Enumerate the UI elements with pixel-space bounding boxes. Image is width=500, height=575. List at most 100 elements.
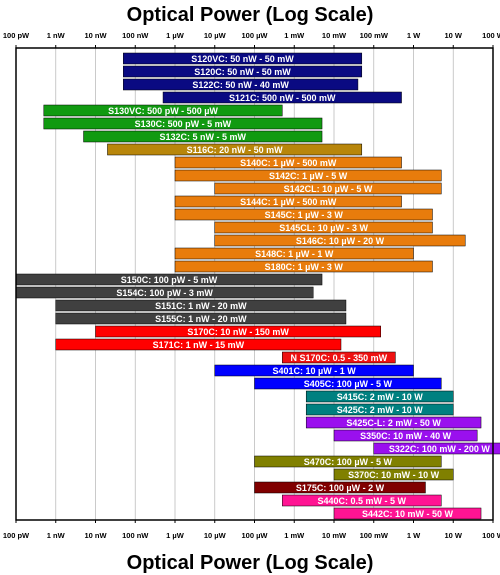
sensor-range-bar: S142C: 1 µW - 5 W [174, 169, 442, 182]
bar-rect [333, 507, 482, 520]
bar-label: S116C: 20 nW - 50 mW [187, 145, 284, 155]
bar-rect [95, 325, 381, 338]
bar-label: S132C: 5 nW - 5 mW [160, 132, 247, 142]
sensor-range-bar: S170C: 10 nW - 150 mW [95, 325, 381, 338]
bar-label: S175C: 100 µW - 2 W [296, 483, 385, 493]
bar-label: S154C: 100 pW - 3 mW [116, 288, 213, 298]
sensor-range-bar: S350C: 10 mW - 40 W [333, 429, 478, 442]
bar-label: S122C: 50 nW - 40 mW [192, 80, 289, 90]
bar-label: S140C: 1 µW - 500 mW [240, 158, 337, 168]
bar-rect [174, 208, 433, 221]
bar-rect [254, 377, 442, 390]
chart-title-top: Optical Power (Log Scale) [127, 4, 374, 26]
bar-rect [282, 351, 396, 364]
x-tick-label-bottom: 1 nW [47, 531, 66, 540]
bar-rect [174, 169, 442, 182]
sensor-range-bar: S116C: 20 nW - 50 mW [107, 143, 363, 156]
x-tick-label-bottom: 10 µW [204, 531, 227, 540]
sensor-range-bar: S130C: 500 pW - 5 mW [43, 117, 323, 130]
bar-label: S170C: 10 nW - 150 mW [187, 327, 289, 337]
bar-rect [305, 416, 482, 429]
sensor-range-bar: S145CL: 10 µW - 3 W [214, 221, 433, 234]
bar-label: S350C: 10 mW - 40 W [360, 431, 452, 441]
chart-title-bottom: Optical Power (Log Scale) [127, 552, 374, 574]
sensor-range-bar: S405C: 100 µW - 5 W [254, 377, 442, 390]
bar-rect [305, 403, 454, 416]
bar-label: S144C: 1 µW - 500 mW [240, 197, 337, 207]
sensor-range-bar: S121C: 500 nW - 500 mW [162, 91, 402, 104]
x-tick-label-bottom: 1 µW [166, 531, 185, 540]
sensor-range-bar: S130VC: 500 pW - 500 µW [43, 104, 283, 117]
bar-rect [305, 390, 454, 403]
sensor-range-bar: N S170C: 0.5 - 350 mW [282, 351, 396, 364]
bar-rect [214, 364, 414, 377]
bar-label: S146C: 10 µW - 20 W [296, 236, 385, 246]
bar-label: S150C: 100 pW - 5 mW [121, 275, 218, 285]
bar-label: S442C: 10 mW - 50 W [362, 509, 454, 519]
bar-rect [162, 91, 402, 104]
bar-rect [333, 429, 478, 442]
bar-label: S120C: 50 nW - 50 mW [194, 67, 291, 77]
sensor-range-bar: S146C: 10 µW - 20 W [214, 234, 466, 247]
sensor-range-bar: S122C: 50 nW - 40 mW [123, 78, 359, 91]
x-tick-label-bottom: 1 mW [284, 531, 305, 540]
sensor-range-bar: S120VC: 50 nW - 50 mW [123, 52, 363, 65]
x-tick-label-top: 100 W [482, 31, 500, 40]
bar-rect [373, 442, 500, 455]
bar-label: S440C: 0.5 mW - 5 W [318, 496, 407, 506]
bar-label: S148C: 1 µW - 1 W [255, 249, 334, 259]
bar-rect [43, 104, 283, 117]
bar-label: S425C: 2 mW - 10 W [337, 405, 424, 415]
bar-label: S120VC: 50 nW - 50 mW [191, 54, 294, 64]
sensor-range-bar: S175C: 100 µW - 2 W [254, 481, 426, 494]
bar-label: S155C: 1 nW - 20 mW [155, 314, 247, 324]
x-tick-label-bottom: 1 W [407, 531, 421, 540]
x-tick-label-bottom: 100 mW [360, 531, 389, 540]
bar-rect [174, 156, 402, 169]
sensor-range-bar: S401C: 10 µW - 1 W [214, 364, 414, 377]
sensor-range-bar: S140C: 1 µW - 500 mW [174, 156, 402, 169]
sensor-range-bar: S120C: 50 nW - 50 mW [123, 65, 363, 78]
x-tick-label-bottom: 100 pW [3, 531, 30, 540]
bar-label: S121C: 500 nW - 500 mW [229, 93, 336, 103]
x-tick-label-bottom: 10 W [444, 531, 462, 540]
sensor-range-bar: S171C: 1 nW - 15 mW [55, 338, 342, 351]
sensor-range-bar: S155C: 1 nW - 20 mW [55, 312, 347, 325]
bar-rect [55, 299, 347, 312]
x-tick-label-top: 10 mW [322, 31, 347, 40]
bar-rect [43, 117, 323, 130]
sensor-range-bar: S151C: 1 nW - 20 mW [55, 299, 347, 312]
sensor-range-bar: S470C: 100 µW - 5 W [254, 455, 442, 468]
bar-rect [282, 494, 442, 507]
bar-rect [55, 338, 342, 351]
bar-rect [83, 130, 323, 143]
bar-rect [107, 143, 363, 156]
bar-label: S151C: 1 nW - 20 mW [155, 301, 247, 311]
bar-label: S171C: 1 nW - 15 mW [153, 340, 245, 350]
x-tick-label-top: 1 W [407, 31, 421, 40]
x-tick-label-top: 100 pW [3, 31, 30, 40]
axis-ticks: 100 pW 100 pW 1 nW 1 nW 10 nW 10 nW 100 nW 100 … [3, 31, 500, 540]
x-tick-label-top: 100 mW [360, 31, 389, 40]
bar-label: S322C: 100 mW - 200 W [389, 444, 491, 454]
bar-rect [254, 481, 426, 494]
sensor-range-bar: S144C: 1 µW - 500 mW [174, 195, 402, 208]
x-tick-label-top: 10 W [444, 31, 462, 40]
x-tick-label-top: 10 nW [84, 31, 107, 40]
x-tick-label-top: 100 µW [242, 31, 269, 40]
bar-rect [333, 468, 454, 481]
bar-label: S405C: 100 µW - 5 W [304, 379, 393, 389]
sensor-range-bar: S142CL: 10 µW - 5 W [214, 182, 442, 195]
bar-rect [214, 234, 466, 247]
bar-rect [123, 65, 363, 78]
x-tick-label-top: 1 nW [47, 31, 66, 40]
bar-label: S130VC: 500 pW - 500 µW [108, 106, 218, 116]
sensor-range-bar: S425C-L: 2 mW - 50 W [305, 416, 482, 429]
x-tick-label-bottom: 100 W [482, 531, 500, 540]
sensor-range-bar: S180C: 1 µW - 3 W [174, 260, 433, 273]
sensor-range-bar: S322C: 100 mW - 200 W [373, 442, 500, 455]
bars: S120VC: 50 nW - 50 mW S120C: 50 nW - 50 m… [15, 52, 500, 520]
x-tick-label-top: 100 nW [122, 31, 149, 40]
bar-rect [174, 260, 433, 273]
